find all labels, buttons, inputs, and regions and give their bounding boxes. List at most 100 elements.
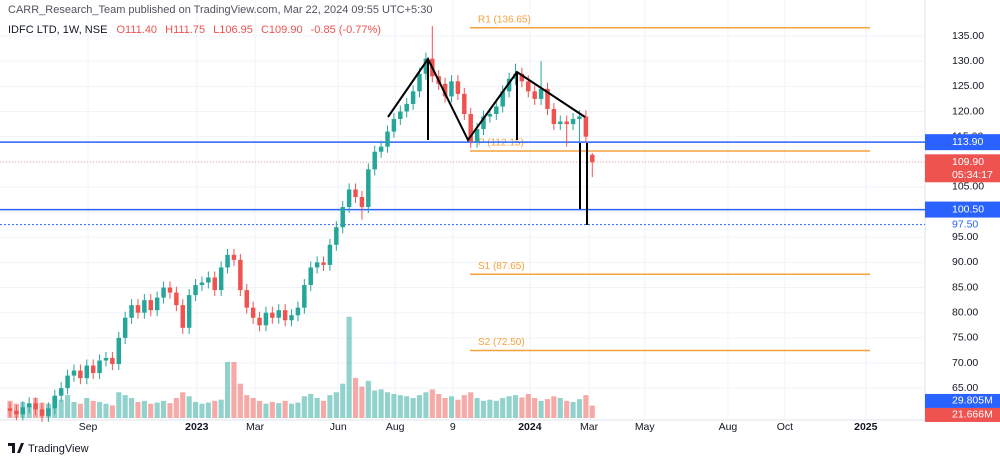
volume-bar: [295, 402, 301, 418]
candle-body: [97, 360, 102, 374]
candle-body: [225, 254, 230, 268]
volume-bar: [474, 397, 480, 418]
candle-body: [58, 388, 64, 396]
level-tag-label: 97.50: [952, 218, 978, 230]
volume-bar: [532, 397, 538, 418]
volume-bar: [404, 396, 410, 418]
candle-body: [506, 78, 512, 92]
candle-body: [334, 227, 339, 245]
volume-bar: [308, 393, 314, 418]
candle-body: [186, 295, 192, 328]
candle-body: [359, 197, 365, 208]
volume-bar: [129, 397, 135, 418]
volume-bar: [199, 403, 205, 418]
volume-bar: [423, 392, 429, 418]
candle-body: [308, 267, 313, 286]
y-tick-label: 105.00: [952, 181, 984, 193]
volume-bar: [551, 396, 557, 418]
volume-bar: [65, 395, 71, 418]
candle-body: [417, 73, 422, 92]
volume-bar: [538, 400, 544, 418]
volume-bar: [346, 316, 352, 418]
candle-body: [551, 108, 557, 125]
volume-bar: [173, 397, 179, 418]
volume-bar: [186, 396, 192, 418]
volume-bar: [58, 399, 64, 418]
candle-body: [558, 121, 563, 125]
volume-bar: [480, 400, 487, 418]
volume-bar: [256, 400, 263, 418]
volume-bar: [519, 397, 525, 418]
volume-bar: [544, 399, 551, 418]
candle-body: [494, 106, 499, 114]
candle-body: [385, 131, 390, 147]
volume-ma-label: 29.805M: [952, 395, 993, 407]
volume-bar: [276, 403, 282, 418]
volume-bar: [109, 405, 115, 418]
pivot-label: S1 (87.65): [478, 261, 525, 272]
volume-bar: [77, 403, 83, 418]
candle-body: [577, 116, 582, 120]
volume-bar: [391, 393, 397, 418]
y-tick-label: 130.00: [952, 55, 984, 67]
candle-body: [238, 259, 243, 291]
volume-bar: [333, 392, 339, 418]
x-tick-label: Aug: [719, 421, 738, 433]
volume-bar: [180, 392, 186, 418]
volume-bar: [557, 397, 563, 418]
volume-bar: [314, 397, 320, 418]
candle-body: [314, 262, 320, 268]
pattern-drawing: [387, 57, 588, 225]
candle-body: [532, 91, 537, 99]
volume-bar: [416, 395, 423, 418]
volume-bar: [589, 405, 595, 418]
volume-bar: [384, 392, 391, 418]
volume-bar: [320, 400, 327, 418]
pivot-label: R1 (136.65): [478, 14, 531, 25]
symbol: IDFC LTD, 1W, NSE: [8, 24, 107, 36]
volume-bar: [141, 400, 147, 418]
y-tick-label: 80.00: [952, 306, 978, 318]
candle-body: [468, 113, 473, 142]
candle-body: [244, 290, 249, 308]
candle-body: [263, 312, 269, 326]
candle-body: [449, 81, 454, 97]
volume-bar: [583, 395, 589, 418]
candle-body: [487, 113, 493, 117]
y-tick-label: 65.00: [952, 382, 978, 394]
candle-body: [302, 285, 307, 308]
candle-body: [282, 310, 288, 321]
candle-body: [442, 83, 448, 97]
y-tick-label: 75.00: [952, 332, 978, 344]
candle-body: [167, 287, 173, 293]
candle-body: [193, 285, 198, 296]
y-tick-label: 135.00: [952, 30, 984, 42]
pattern-line: [387, 57, 586, 142]
y-tick-label: 85.00: [952, 281, 978, 293]
x-tick-label: Mar: [246, 421, 265, 433]
volume-ma-tag: [925, 393, 1000, 408]
volume-bar: [468, 392, 474, 418]
volume-bar: [282, 400, 288, 418]
level-tag-label: 100.50: [952, 203, 984, 215]
candle-body: [52, 395, 58, 409]
candle-body: [340, 207, 345, 228]
volume-bar: [487, 399, 493, 418]
candle-body: [570, 119, 576, 125]
volume-bar: [378, 389, 384, 418]
x-tick-label: May: [635, 421, 656, 433]
x-tick-label: 2025: [854, 421, 878, 433]
volume-bar: [372, 390, 378, 418]
volume-bar: [71, 401, 77, 418]
candle-body: [270, 312, 275, 318]
candle-body: [455, 81, 461, 94]
volume-bar: [161, 400, 167, 418]
candle-body: [7, 408, 13, 411]
volume-bar: [500, 397, 506, 418]
volume-bar: [455, 399, 461, 418]
candle-body: [39, 409, 45, 416]
volume-bar: [148, 403, 154, 418]
candle-body: [212, 277, 217, 291]
volume-bar: [493, 400, 499, 418]
candle-body: [142, 300, 147, 313]
